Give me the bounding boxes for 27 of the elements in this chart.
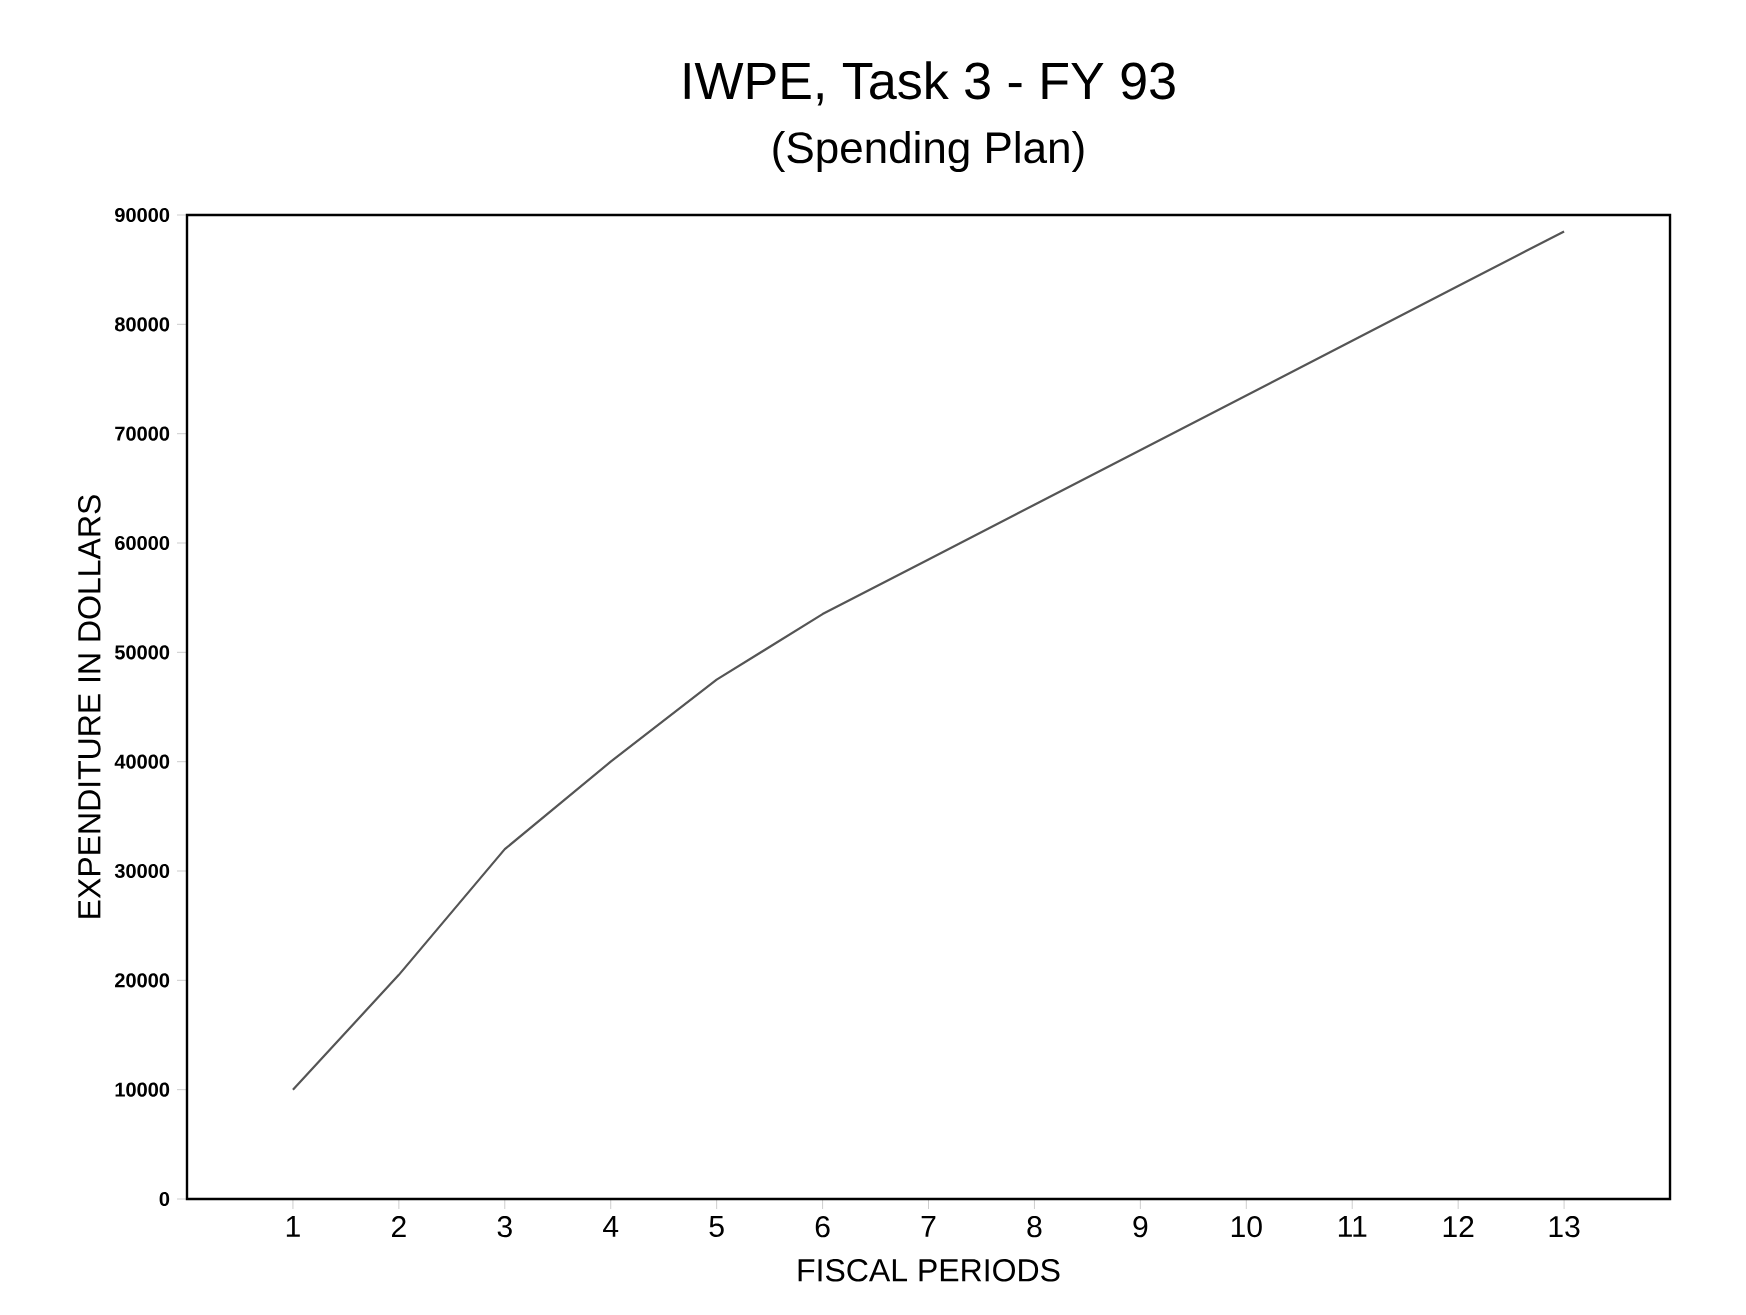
x-tick-label: 5 (709, 1216, 724, 1237)
x-tick-label: 13 (1549, 1216, 1580, 1238)
x-tick-label: 4 (603, 1216, 619, 1237)
chart-title: IWPE, Task 3 - FY 93 (684, 61, 1175, 106)
y-tick-label: 70000 (115, 426, 170, 441)
y-tick-label: 10000 (115, 1082, 170, 1097)
chart-subtitle: (Spending Plan) (773, 131, 1084, 173)
y-tick-label: 30000 (114, 863, 170, 879)
x-tick-label: 2 (392, 1216, 406, 1237)
y-axis-title: EXPENDITURE IN DOLLARS (78, 495, 101, 918)
y-tick-label: 90000 (115, 207, 170, 223)
y-tick-label: 40000 (114, 754, 170, 769)
y-tick-label: 50000 (114, 645, 170, 660)
y-tick-label: 80000 (114, 317, 170, 332)
y-tick-label: 60000 (115, 535, 170, 551)
x-tick-label: 1 (286, 1216, 300, 1237)
x-tick-label: 3 (497, 1216, 512, 1238)
x-axis-title: FISCAL PERIODS (798, 1258, 1060, 1282)
y-tick-label: 20000 (115, 973, 170, 988)
y-tick-label: 0 (159, 1191, 170, 1207)
x-tick-label: 12 (1443, 1216, 1474, 1237)
x-tick-label: 9 (1133, 1216, 1148, 1238)
x-tick-label: 10 (1231, 1216, 1262, 1238)
x-tick-label: 7 (921, 1216, 936, 1237)
x-tick-label: 11 (1338, 1216, 1367, 1237)
x-tick-label: 6 (815, 1216, 830, 1238)
x-tick-label: 8 (1027, 1216, 1042, 1238)
